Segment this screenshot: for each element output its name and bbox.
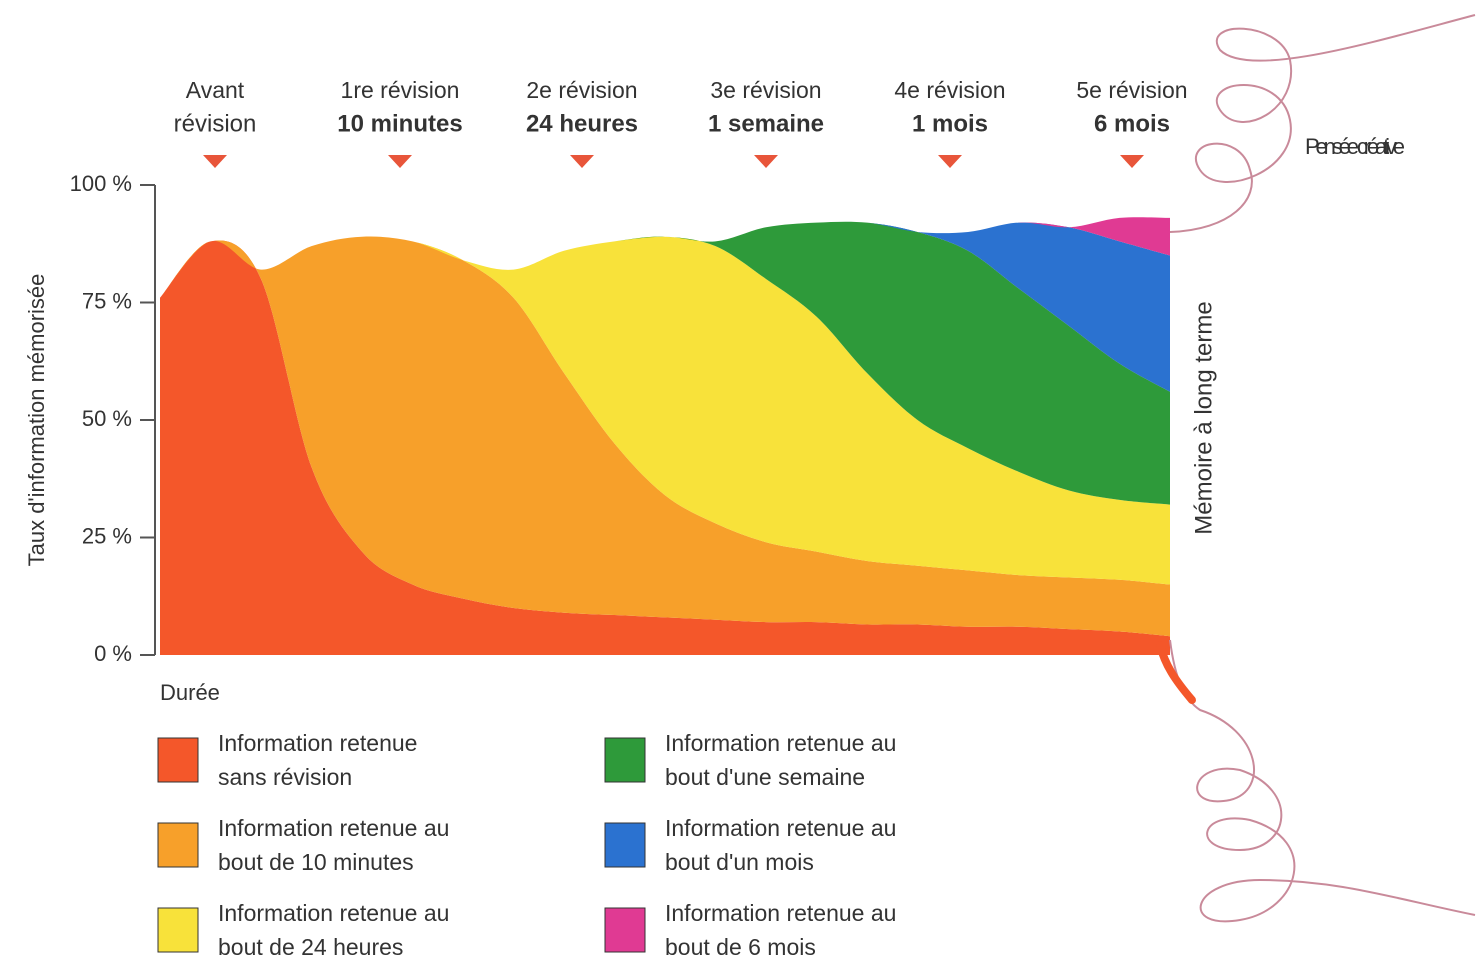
- review-time: 1 mois: [912, 110, 988, 137]
- spiral: [1169, 639, 1476, 923]
- legend-label: Information retenue au bout d'une semain…: [665, 730, 897, 790]
- y-tick-label: 0 %: [94, 641, 132, 666]
- legend-swatch: [604, 737, 646, 783]
- area: [160, 221, 1170, 505]
- area: [160, 221, 1170, 392]
- y-tick-label: 100 %: [70, 171, 132, 196]
- review-marker: [203, 155, 227, 168]
- review-time: 24 heures: [526, 110, 638, 137]
- tail: [1156, 641, 1196, 704]
- y-tick-label: 75 %: [82, 288, 132, 313]
- side-note: Pensée créative: [1305, 134, 1405, 159]
- y-tick-label: 50 %: [82, 406, 132, 431]
- review-marker: [388, 155, 412, 168]
- legend-swatch: [157, 907, 199, 953]
- right-label: Mémoire à long terme: [1190, 301, 1217, 534]
- y-label: Taux d'information mémorisée: [24, 274, 49, 567]
- review-time: révision: [174, 110, 257, 137]
- x-label: Durée: [160, 680, 220, 705]
- review-label: 3e révision: [710, 77, 821, 103]
- spiral: [1169, 14, 1476, 233]
- review-label: 5e révision: [1076, 77, 1187, 103]
- legend-label: Information retenue au bout d'un mois: [665, 815, 897, 875]
- legend-swatch: [604, 907, 646, 953]
- review-label: 2e révision: [526, 77, 637, 103]
- review-marker: [570, 155, 594, 168]
- legend-label: Information retenue au bout de 6 mois: [665, 900, 897, 960]
- legend-label: Information retenue sans révision: [218, 730, 418, 790]
- legend-swatch: [157, 822, 199, 868]
- area: [160, 236, 1170, 585]
- legend-label: Information retenue au bout de 10 minute…: [218, 815, 450, 875]
- review-time: 10 minutes: [337, 110, 462, 137]
- review-marker: [938, 155, 962, 168]
- area: [160, 236, 1170, 637]
- review-label: 1re révision: [341, 77, 460, 103]
- review-label: Avant: [186, 77, 245, 103]
- area: [160, 240, 1170, 655]
- review-label: 4e révision: [894, 77, 1005, 103]
- legend-swatch: [604, 822, 646, 868]
- review-marker: [1120, 155, 1144, 168]
- legend-label: Information retenue au bout de 24 heures: [218, 900, 450, 960]
- review-time: 1 semaine: [708, 110, 824, 137]
- review-time: 6 mois: [1094, 110, 1170, 137]
- areas: [160, 217, 1170, 655]
- review-marker: [754, 155, 778, 168]
- legend-swatch: [157, 737, 199, 783]
- y-tick-label: 25 %: [82, 523, 132, 548]
